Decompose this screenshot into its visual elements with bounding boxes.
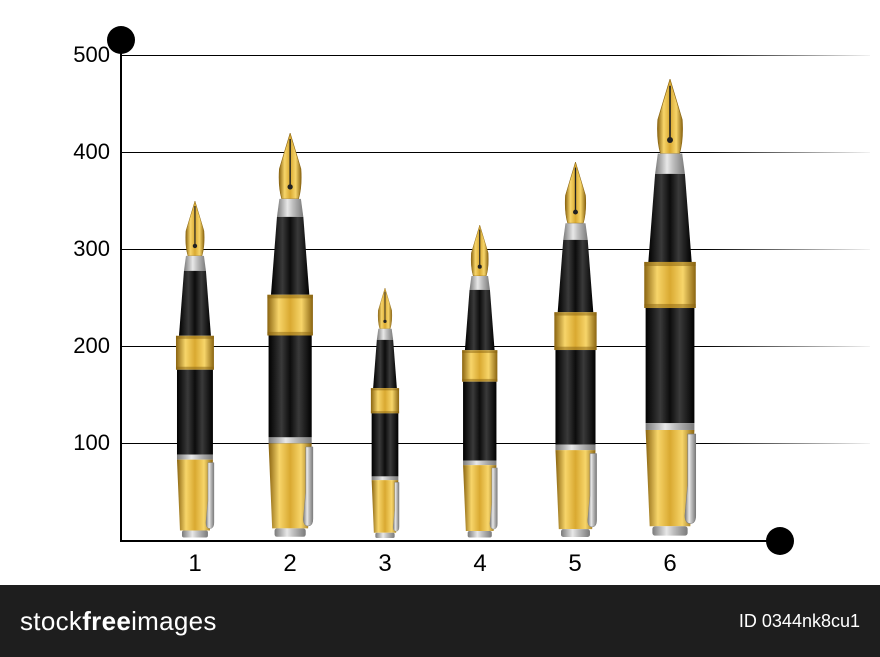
x-axis-endcap-icon [766, 527, 794, 555]
pen-bar [628, 79, 712, 540]
pen-bar [541, 162, 610, 540]
x-tick-label: 4 [473, 550, 486, 578]
pen-bar [451, 225, 508, 540]
pen-bar [164, 201, 226, 541]
stage: 100 200 300 400 500 [0, 0, 880, 657]
brand-prefix: stock [20, 606, 82, 636]
y-tick-label: 200 [0, 333, 110, 359]
image-id: ID 0344nk8cu1 [739, 611, 860, 632]
gridline [120, 152, 870, 153]
brand-text: stockfreeimages [20, 606, 217, 637]
watermark-footer: stockfreeimages ID 0344nk8cu1 [0, 585, 880, 657]
brand-mid: free [82, 606, 131, 636]
y-tick-label: 300 [0, 236, 110, 262]
brand-suffix: images [131, 606, 217, 636]
x-tick-label: 1 [188, 550, 201, 578]
x-tick-label: 2 [283, 550, 296, 578]
x-tick-label: 6 [663, 550, 676, 578]
y-axis-endcap-icon [107, 26, 135, 54]
y-tick-label: 100 [0, 430, 110, 456]
x-axis [120, 540, 780, 542]
pen-bar-chart: 100 200 300 400 500 [0, 0, 880, 585]
pen-bar [253, 133, 327, 540]
y-tick-label: 400 [0, 139, 110, 165]
x-tick-label: 5 [568, 550, 581, 578]
pen-bar [362, 288, 408, 540]
y-tick-label: 500 [0, 42, 110, 68]
y-axis [120, 40, 122, 540]
gridline [120, 55, 870, 56]
x-tick-label: 3 [378, 550, 391, 578]
